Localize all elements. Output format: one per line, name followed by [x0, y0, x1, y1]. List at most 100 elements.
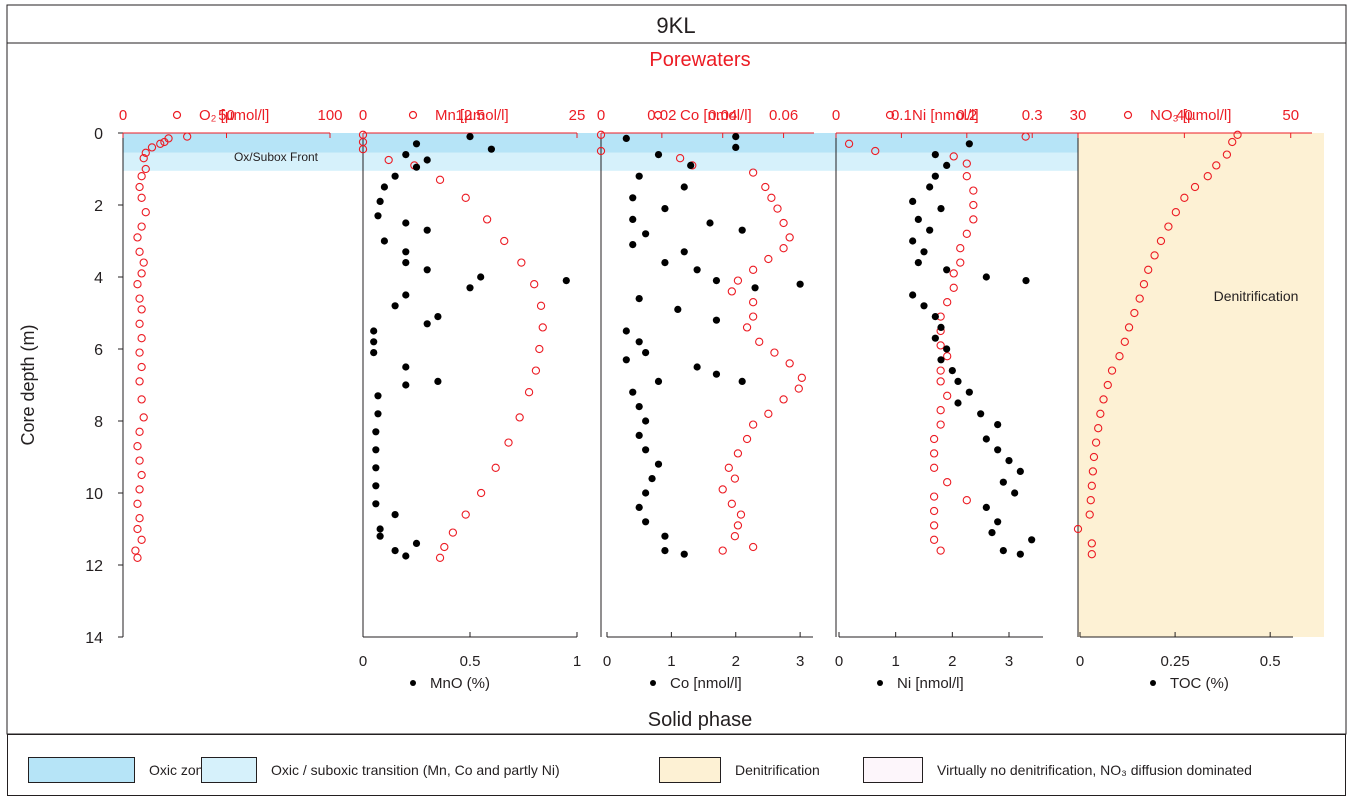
solid-point: [635, 431, 643, 439]
porewater-point: [137, 362, 146, 372]
legend-item-oxic: Oxic zone: [28, 757, 211, 783]
porewater-legend-marker: [408, 110, 418, 120]
solid-point: [402, 363, 410, 371]
ox-subox-front-label: Ox/Subox Front: [234, 150, 319, 164]
porewater-point: [727, 287, 736, 296]
porewater-tick-label: 40: [1176, 107, 1193, 124]
porewater-point: [1099, 395, 1108, 404]
porewater-point: [1203, 172, 1212, 181]
porewater-point: [1073, 524, 1083, 534]
solid-point: [372, 446, 380, 454]
porewater-point: [956, 258, 965, 267]
porewater-point: [1150, 251, 1159, 260]
porewater-tick-label: 0: [597, 107, 605, 124]
porewater-point: [440, 542, 449, 552]
solid-tick-label: 3: [796, 653, 804, 670]
solid-point: [661, 532, 669, 540]
solid-point: [982, 435, 990, 443]
solid-point: [376, 197, 384, 205]
solid-point: [391, 547, 399, 555]
porewater-point: [1087, 539, 1096, 548]
porewater-point: [929, 506, 939, 516]
porewater-point: [779, 244, 788, 253]
porewater-point: [797, 373, 806, 382]
porewater-point: [949, 283, 958, 292]
porewater-point: [748, 542, 758, 552]
porewater-point: [936, 377, 945, 386]
solid-point: [402, 381, 410, 389]
legend-label-no-denitrification: Virtually no denitrification, NO₃ diffus…: [937, 762, 1252, 778]
porewater-point: [596, 146, 606, 156]
legend-label-transition: Oxic / suboxic transition (Mn, Co and pa…: [271, 762, 560, 778]
solid-point: [931, 172, 939, 180]
porewater-axis-title: O₂ [µmol/l]: [199, 107, 269, 124]
solid-tick-label: 0: [359, 653, 367, 670]
solid-point: [680, 183, 688, 191]
denitrification-label: Denitrification: [1214, 288, 1299, 304]
porewater-point: [137, 269, 146, 278]
solid-tick-label: 3: [1005, 653, 1013, 670]
solid-point: [943, 161, 951, 169]
porewater-point: [517, 258, 526, 267]
solid-tick-label: 0: [1076, 653, 1084, 670]
solid-point: [796, 280, 804, 288]
solid-point: [635, 295, 643, 303]
porewater-point: [1171, 208, 1181, 217]
solid-point: [680, 248, 688, 256]
solid-point: [931, 151, 939, 159]
solid-point: [926, 226, 934, 234]
solid-point: [693, 266, 701, 274]
porewater-point: [727, 499, 736, 508]
depth-tick-label: 12: [85, 558, 103, 575]
solid-point: [943, 266, 951, 274]
solid-point: [622, 356, 630, 364]
solid-point: [466, 133, 474, 141]
porewater-point: [135, 377, 144, 386]
porewater-point: [748, 168, 758, 177]
porewater-point: [147, 143, 157, 152]
porewater-tick-label: 100: [317, 107, 342, 124]
porewater-point: [135, 514, 144, 523]
porewater-point: [461, 193, 470, 202]
solid-point: [402, 151, 410, 159]
porewater-point: [1222, 150, 1232, 159]
porewater-point: [137, 193, 146, 202]
porewater-legend-marker: [885, 110, 895, 120]
solid-tick-label: 1: [891, 653, 899, 670]
porewater-point: [160, 137, 169, 147]
solid-point: [370, 349, 378, 357]
depth-tick-label: 8: [94, 414, 103, 431]
solid-point: [642, 230, 650, 238]
solid-point: [751, 284, 759, 292]
porewater-point: [137, 222, 146, 231]
legend-item-transition: Oxic / suboxic transition (Mn, Co and pa…: [201, 757, 560, 783]
denitrification-zone: [1078, 133, 1324, 637]
solid-axis-title: Co [nmol/l]: [670, 675, 742, 692]
porewater-point: [785, 359, 794, 368]
porewater-point: [1103, 380, 1112, 390]
porewater-point: [139, 413, 148, 422]
porewater-point: [135, 485, 144, 494]
solid-point: [977, 410, 985, 418]
solid-point: [654, 377, 663, 385]
porewater-point: [482, 215, 492, 224]
solid-point: [629, 241, 637, 249]
porewater-point: [962, 172, 971, 181]
solid-point: [642, 489, 650, 497]
porewater-point: [1086, 496, 1095, 505]
solid-point: [661, 259, 669, 267]
porewater-legend-marker: [653, 110, 663, 120]
porewater-point: [764, 409, 773, 418]
porewater-point: [844, 139, 854, 148]
solid-point: [622, 327, 630, 335]
porewater-point: [461, 510, 470, 519]
porewater-point: [1087, 550, 1096, 559]
solid-point: [661, 205, 669, 213]
porewater-point: [962, 496, 971, 505]
solid-legend-marker: [410, 680, 416, 686]
solid-point: [680, 550, 688, 558]
porewater-point: [135, 294, 144, 303]
porewater-point: [956, 244, 965, 253]
porewater-point: [949, 152, 958, 161]
solid-axis-title: Ni [nmol/l]: [897, 675, 964, 692]
